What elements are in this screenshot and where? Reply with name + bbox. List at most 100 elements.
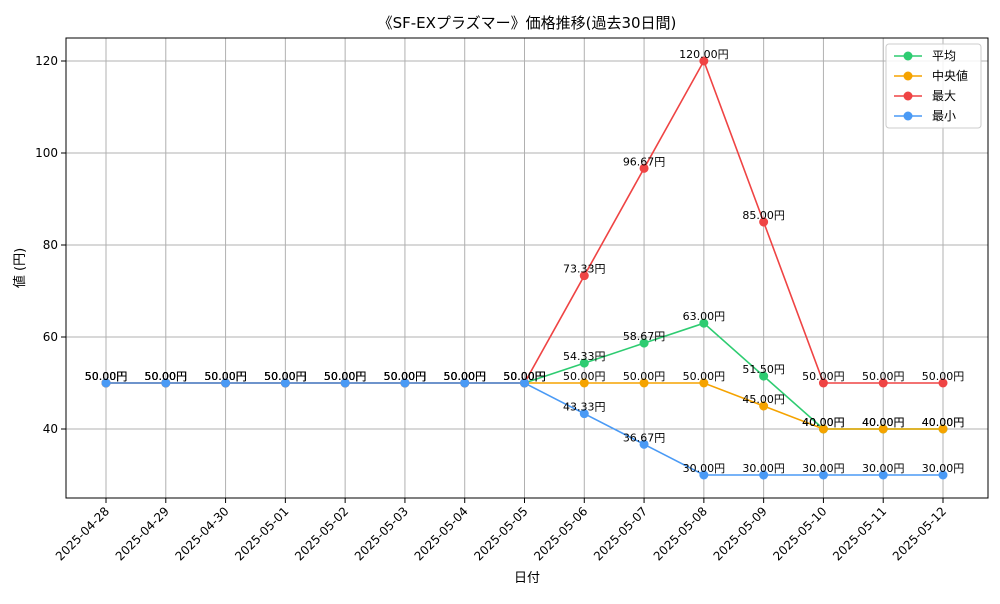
data-label: 50.00円 (503, 370, 546, 383)
x-axis-label: 日付 (514, 571, 540, 586)
data-label: 43.33円 (563, 401, 606, 414)
y-tick-label: 120 (35, 54, 58, 68)
data-label: 40.00円 (922, 416, 965, 429)
data-point (759, 371, 769, 381)
y-axis-label: 値 (円) (12, 248, 28, 288)
x-tick-label: 2025-04-30 (172, 504, 231, 563)
x-tick-label: 2025-04-29 (113, 504, 172, 563)
legend-marker (903, 71, 913, 81)
data-label: 45.00円 (742, 393, 785, 406)
legend-marker (903, 111, 913, 121)
data-point (699, 318, 709, 328)
plot-frame (65, 37, 989, 499)
data-point (938, 378, 948, 388)
data-point (639, 439, 649, 449)
data-label: 54.33円 (563, 350, 606, 363)
data-label: 40.00円 (862, 416, 905, 429)
x-tick-label: 2025-05-11 (830, 504, 889, 563)
data-label: 50.00円 (324, 370, 367, 383)
data-label: 50.00円 (85, 370, 128, 383)
data-label: 36.67円 (623, 431, 666, 444)
data-label: 40.00円 (802, 416, 845, 429)
data-point (221, 378, 231, 388)
data-label: 40.00円 (802, 416, 845, 429)
data-label: 50.00円 (324, 370, 367, 383)
data-point (579, 271, 589, 281)
data-label: 50.00円 (683, 370, 726, 383)
data-label: 63.00円 (683, 310, 726, 323)
data-point (878, 424, 888, 434)
data-label: 40.00円 (922, 416, 965, 429)
data-label: 50.00円 (145, 370, 188, 383)
data-point (520, 378, 529, 388)
data-label: 50.00円 (563, 370, 606, 383)
data-label: 51.50円 (742, 363, 785, 376)
data-labels: 50.00円 50.00円 50.00円 50.00円 50.00円 50.00円 50.0… (85, 48, 965, 475)
data-label: 50.00円 (384, 370, 427, 383)
x-tick-label: 2025-05-03 (352, 504, 411, 563)
data-point (759, 217, 769, 227)
data-point (699, 56, 709, 66)
data-label: 30.00円 (862, 462, 905, 475)
data-point (699, 470, 709, 480)
legend-marker (903, 51, 913, 61)
data-label: 50.00円 (264, 370, 307, 383)
data-point (699, 378, 709, 388)
data-label: 58.67円 (623, 330, 666, 343)
data-label: 50.00円 (264, 370, 307, 383)
data-label: 50.00円 (503, 370, 546, 383)
series-layer (101, 56, 948, 480)
data-label: 30.00円 (683, 462, 726, 475)
data-label: 50.00円 (384, 370, 427, 383)
grid (66, 38, 988, 498)
data-label: 50.00円 (85, 370, 128, 383)
y-tick-label: 60 (43, 330, 58, 344)
data-label: 50.00円 (862, 370, 905, 383)
data-label: 50.00円 (443, 370, 486, 383)
legend-label: 最大 (932, 89, 956, 103)
data-label: 50.00円 (384, 370, 427, 383)
data-label: 50.00円 (324, 370, 367, 383)
data-label: 50.00円 (264, 370, 307, 383)
data-label: 50.00円 (802, 370, 845, 383)
data-point (579, 409, 589, 419)
data-label: 50.00円 (324, 370, 367, 383)
data-point (818, 470, 828, 480)
data-label: 50.00円 (204, 370, 247, 383)
data-label: 50.00円 (503, 370, 546, 383)
data-point (460, 378, 470, 388)
x-tick-label: 2025-05-10 (770, 504, 829, 563)
data-label: 50.00円 (503, 370, 546, 383)
data-label: 120.00円 (679, 48, 729, 61)
data-label: 50.00円 (145, 370, 188, 383)
data-label: 30.00円 (742, 462, 785, 475)
y-axis-ticks: 40 60 80 100 120 (35, 54, 66, 436)
data-label: 96.67円 (623, 155, 666, 168)
data-label: 50.00円 (204, 370, 247, 383)
x-tick-label: 2025-05-04 (412, 504, 471, 563)
chart-title: 《SF-EXプラズマー》価格推移(過去30日間) (378, 14, 677, 32)
data-point (878, 378, 888, 388)
x-tick-label: 2025-05-09 (711, 504, 770, 563)
x-tick-label: 2025-05-07 (591, 504, 650, 563)
legend-marker (903, 91, 913, 101)
data-point (101, 378, 111, 388)
x-tick-label: 2025-05-01 (232, 504, 291, 563)
y-tick-label: 80 (43, 238, 58, 252)
data-label: 50.00円 (922, 370, 965, 383)
data-point (340, 378, 350, 388)
data-point (579, 378, 589, 388)
y-tick-label: 100 (35, 146, 58, 160)
data-label: 50.00円 (264, 370, 307, 383)
x-tick-label: 2025-05-08 (651, 504, 710, 563)
legend-box (885, 43, 982, 129)
data-point (818, 378, 828, 388)
data-label: 50.00円 (443, 370, 486, 383)
data-label: 50.00円 (85, 370, 128, 383)
data-label: 50.00円 (443, 370, 486, 383)
x-tick-label: 2025-05-06 (531, 504, 590, 563)
data-point (759, 401, 769, 411)
data-point (639, 378, 649, 388)
data-point (818, 424, 828, 434)
